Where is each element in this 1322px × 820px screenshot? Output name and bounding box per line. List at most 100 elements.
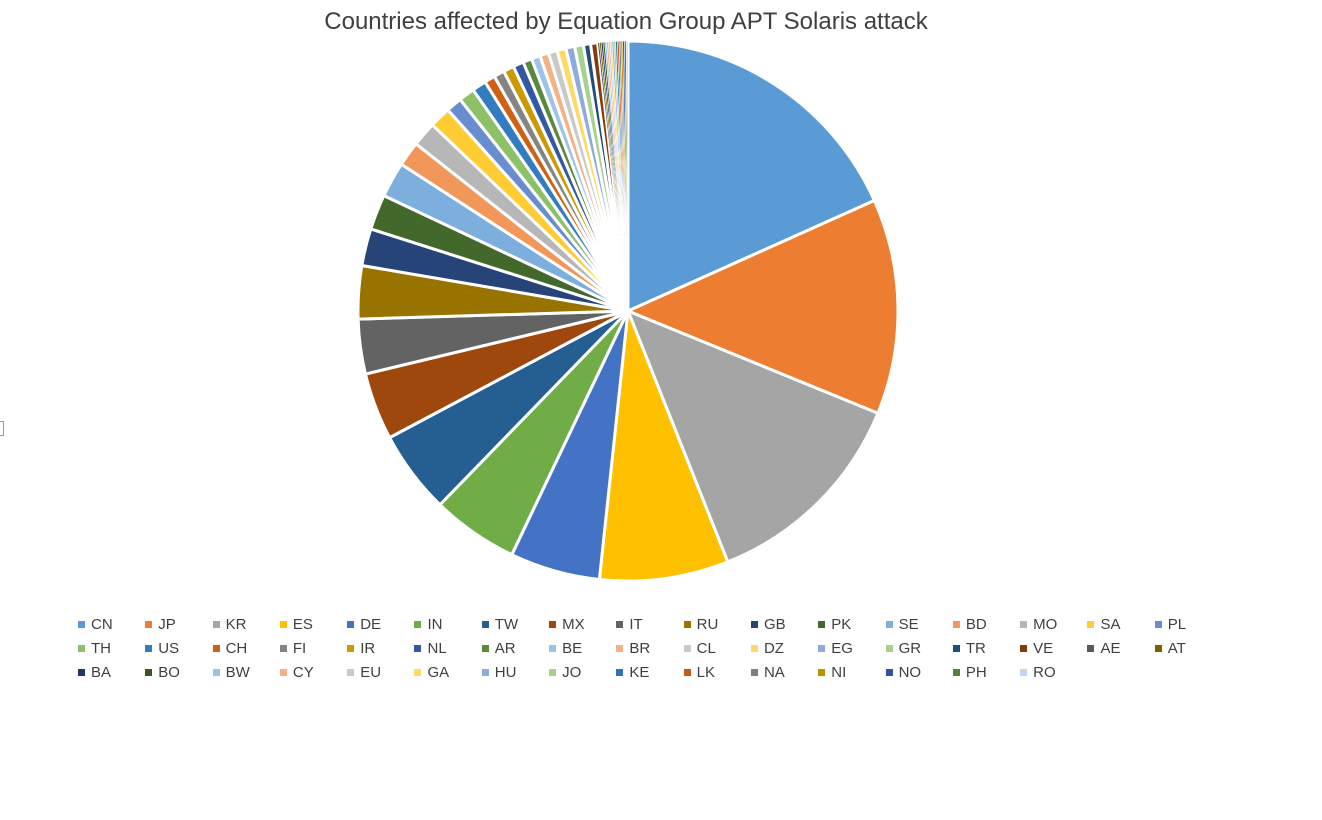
legend-swatch (549, 669, 557, 676)
legend-item-ni: NI (818, 662, 885, 683)
legend-swatch (818, 669, 826, 676)
legend-swatch (750, 645, 758, 652)
legend-swatch (1154, 621, 1162, 628)
legend-swatch (1020, 669, 1028, 676)
legend-swatch (885, 645, 893, 652)
legend-swatch (212, 645, 220, 652)
legend-item-gb: GB (750, 614, 818, 635)
legend-swatch (347, 621, 355, 628)
legend-item-pl: PL (1154, 614, 1222, 635)
legend-swatch (347, 645, 355, 652)
legend-swatch (212, 621, 220, 628)
legend-item-ae: AE (1087, 638, 1154, 659)
legend-item-na: NA (750, 662, 818, 683)
legend-label: GB (763, 616, 786, 633)
legend-item-lk: LK (683, 662, 751, 683)
legend-label: BR (629, 640, 651, 657)
legend-label: PK (831, 616, 852, 633)
legend-swatch (145, 645, 153, 652)
legend-label: NI (831, 664, 847, 681)
legend-swatch (279, 645, 287, 652)
legend-swatch (145, 621, 153, 628)
legend-label: GA (427, 664, 450, 681)
legend-label: BD (965, 616, 987, 633)
legend-item-ch: CH (212, 638, 280, 659)
legend-label: DE (360, 616, 382, 633)
legend-label: CH (225, 640, 248, 657)
legend-item-dz: DZ (750, 638, 818, 659)
legend-swatch (145, 669, 153, 676)
legend-label: BE (562, 640, 583, 657)
edge-handle (0, 421, 4, 436)
legend-item-mx: MX (549, 614, 616, 635)
legend-label: AE (1100, 640, 1121, 657)
pie-chart (356, 39, 900, 583)
legend-label: SE (898, 616, 919, 633)
legend-swatch (750, 669, 758, 676)
legend-swatch (78, 669, 85, 676)
legend-label: TH (91, 640, 111, 657)
legend-swatch (212, 669, 220, 676)
legend-swatch (683, 621, 691, 628)
legend-swatch (952, 621, 960, 628)
legend-label: MO (1033, 616, 1058, 633)
legend-item-no: NO (885, 662, 953, 683)
pie-slice-ro (625, 40, 629, 312)
legend-swatch (952, 645, 960, 652)
legend-label: CN (91, 616, 113, 633)
legend-swatch (78, 621, 85, 628)
legend-item-ro: RO (1020, 662, 1087, 683)
legend-item-hu: HU (481, 662, 549, 683)
legend-label: BA (91, 664, 112, 681)
legend-item-us: US (145, 638, 212, 659)
legend-swatch (885, 669, 893, 676)
legend-swatch (750, 621, 758, 628)
legend-label: LK (696, 664, 716, 681)
legend-item-ve: VE (1020, 638, 1087, 659)
pie-slice-jp (626, 198, 900, 415)
legend-item-kr: KR (212, 614, 280, 635)
legend-item-sa: SA (1087, 614, 1154, 635)
legend-item-ke: KE (616, 662, 683, 683)
legend-label: AT (1167, 640, 1186, 657)
legend-label: AR (494, 640, 516, 657)
legend-label: ES (292, 616, 313, 633)
legend-swatch (481, 645, 489, 652)
legend-swatch (683, 645, 691, 652)
legend-swatch (414, 621, 422, 628)
legend-label: KR (225, 616, 247, 633)
legend-swatch (1154, 645, 1162, 652)
legend-swatch (414, 645, 422, 652)
legend-label: JO (562, 664, 582, 681)
legend-swatch (683, 669, 691, 676)
legend-swatch (279, 621, 287, 628)
legend-swatch (616, 669, 624, 676)
legend-item-tw: TW (481, 614, 549, 635)
legend-item-mo: MO (1020, 614, 1087, 635)
legend-item-bd: BD (952, 614, 1020, 635)
legend-label: SA (1100, 616, 1121, 633)
legend-swatch (1087, 621, 1095, 628)
legend-item-jo: JO (549, 662, 616, 683)
legend-swatch (549, 645, 557, 652)
chart-title: Countries affected by Equation Group APT… (324, 8, 928, 35)
legend-label: DZ (763, 640, 784, 657)
legend: CN JP KR ES DE IN TW MX IT RU GB PK SE BD MO SA PL TH US CH… (78, 614, 1278, 683)
legend-label: MX (562, 616, 585, 633)
legend-swatch (414, 669, 422, 676)
legend-swatch (1020, 645, 1028, 652)
legend-label: US (158, 640, 180, 657)
legend-item-es: ES (279, 614, 347, 635)
pie-slice-kr (626, 309, 880, 564)
legend-label: VE (1033, 640, 1054, 657)
legend-label: CY (292, 664, 314, 681)
legend-label: RO (1033, 664, 1056, 681)
legend-label: NL (427, 640, 447, 657)
pie-slice-es (597, 309, 730, 583)
legend-item-pk: PK (818, 614, 885, 635)
legend-label: NA (763, 664, 785, 681)
legend-item-be: BE (549, 638, 616, 659)
legend-item-cy: CY (279, 662, 347, 683)
legend-item-tr: TR (952, 638, 1020, 659)
legend-item-ga: GA (414, 662, 481, 683)
